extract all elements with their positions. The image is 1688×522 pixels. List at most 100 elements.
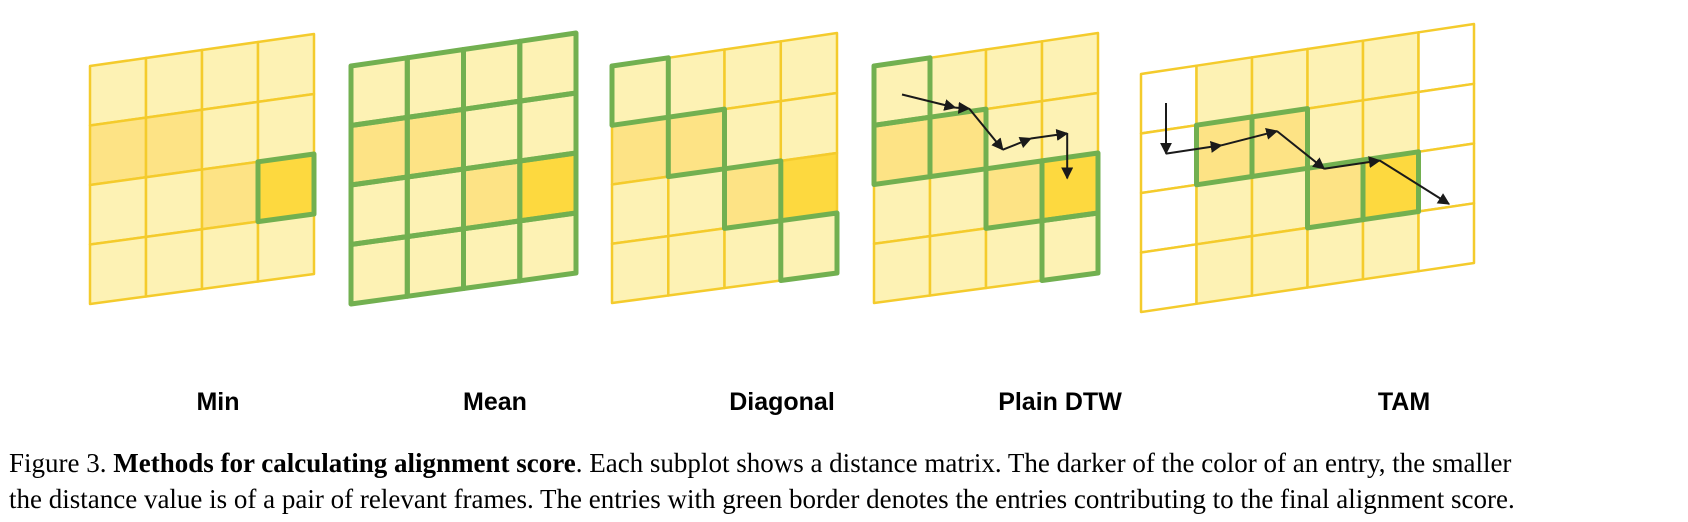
matrix-cell: [723, 219, 783, 290]
matrix-cell: [1306, 218, 1365, 289]
matrix-cell: [88, 116, 148, 187]
matrix-cell: [610, 56, 670, 127]
panel-label-diagonal: Diagonal: [729, 388, 835, 416]
matrix-cell: [1195, 234, 1254, 306]
matrix-cell: [1361, 210, 1420, 281]
matrix-cell: [1250, 107, 1309, 178]
contributing-cell-border: [255, 151, 317, 225]
alignment-path-arrow: [968, 107, 1004, 151]
caption-prefix: Figure 3.: [9, 448, 114, 478]
matrix-cell: [872, 56, 932, 127]
panel-label-tam: TAM: [1377, 388, 1431, 416]
matrix-cell: [1417, 202, 1476, 273]
panel-plain-dtw-matrix: [871, 31, 1101, 305]
contributing-cell-border: [1039, 210, 1101, 283]
matrix-cell: [200, 40, 260, 112]
matrix-cell: [144, 48, 204, 119]
alignment-path-arrow: [1002, 136, 1032, 151]
panel-label-plain-dtw: Plain DTW: [998, 388, 1122, 416]
matrix-cell: [667, 48, 726, 119]
matrix-cell: [723, 40, 783, 111]
matrix-cell: [1139, 64, 1198, 135]
matrix-cell: [406, 167, 465, 238]
matrix-cell: [1040, 91, 1100, 163]
matrix-cell: [144, 168, 204, 239]
matrix-cell: [610, 115, 670, 186]
alignment-path-arrow: [1221, 127, 1279, 147]
matrix-cell: [1250, 226, 1309, 297]
matrix-cell: [1306, 99, 1365, 170]
matrix-cell: [1306, 158, 1365, 230]
caption-line-1: Figure 3. Methods for calculating alignm…: [9, 445, 1684, 481]
matrix-cell: [928, 227, 988, 297]
matrix-cell: [872, 234, 932, 305]
matrix-cell: [518, 211, 578, 283]
matrix-cell: [779, 31, 839, 103]
matrix-cell: [779, 151, 839, 222]
matrix-cell: [518, 91, 578, 163]
matrix-cell: [1195, 115, 1254, 187]
matrix-cell: [144, 108, 204, 179]
panel-min-matrix: [88, 32, 317, 306]
matrix-cell: [610, 234, 670, 305]
matrix-cell: [200, 220, 260, 291]
panel-diagonal-matrix: [609, 31, 840, 305]
matrix-cell: [984, 99, 1044, 171]
matrix-cell: [779, 211, 839, 282]
panel-label-min: Min: [196, 388, 240, 416]
matrix-cell: [462, 159, 522, 231]
matrix-cell: [1417, 82, 1476, 154]
matrix-cell: [200, 100, 260, 171]
matrix-cell: [667, 167, 726, 238]
contributing-cell-border: [517, 210, 579, 284]
alignment-path-arrow: [955, 101, 971, 114]
matrix-cell: [1040, 151, 1100, 222]
matrix-cell: [88, 176, 148, 246]
matrix-cell: [256, 92, 316, 164]
matrix-cell: [88, 235, 148, 306]
matrix-cell: [1250, 47, 1309, 119]
matrix-cell: [984, 219, 1044, 290]
matrix-cell: [518, 31, 578, 103]
caption-line-2: the distance value is of a pair of relev…: [9, 484, 1515, 514]
matrix-cell: [667, 107, 726, 178]
caption-title: Methods for calculating alignment score: [113, 448, 576, 478]
matrix-cell: [984, 40, 1044, 111]
matrix-cell: [349, 116, 409, 187]
matrix-cell: [723, 159, 783, 230]
matrix-cell: [1361, 90, 1420, 162]
contributing-cell-border: [1360, 149, 1421, 223]
matrix-cell: [349, 56, 409, 127]
panel-label-mean: Mean: [463, 388, 527, 416]
matrix-cell: [88, 56, 148, 127]
matrix-cell: [1040, 31, 1100, 103]
figure-caption: Figure 3. Methods for calculating alignm…: [9, 445, 1684, 517]
matrix-cell: [667, 227, 726, 297]
matrix-cell: [1139, 183, 1198, 254]
matrix-cell: [1195, 56, 1254, 127]
alignment-path-arrow: [1324, 156, 1381, 170]
matrix-cell: [984, 159, 1044, 230]
alignment-path-arrow: [1030, 128, 1069, 141]
matrix-cell: [723, 99, 783, 171]
contributing-cell-border: [778, 210, 840, 283]
matrix-cell: [349, 175, 409, 246]
matrix-cell: [1250, 167, 1309, 238]
matrix-cell: [1361, 31, 1420, 102]
alignment-path-arrow: [1379, 159, 1451, 205]
caption-line1-rest: . Each subplot shows a distance matrix. …: [575, 448, 1512, 478]
matrix-cell: [200, 160, 260, 231]
alignment-path-arrow: [1165, 140, 1223, 155]
panel-mean-matrix: [348, 30, 579, 307]
matrix-cell: [1139, 243, 1198, 314]
matrix-cell: [610, 175, 670, 246]
matrix-cell: [406, 48, 465, 119]
matrix-cell: [349, 235, 409, 306]
panel-tam-matrix: [1139, 22, 1476, 314]
matrix-cell: [406, 227, 465, 298]
matrix-cell: [779, 91, 839, 163]
matrix-cell: [462, 219, 522, 290]
matrix-cell: [1040, 211, 1100, 282]
matrix-cell: [928, 167, 988, 238]
